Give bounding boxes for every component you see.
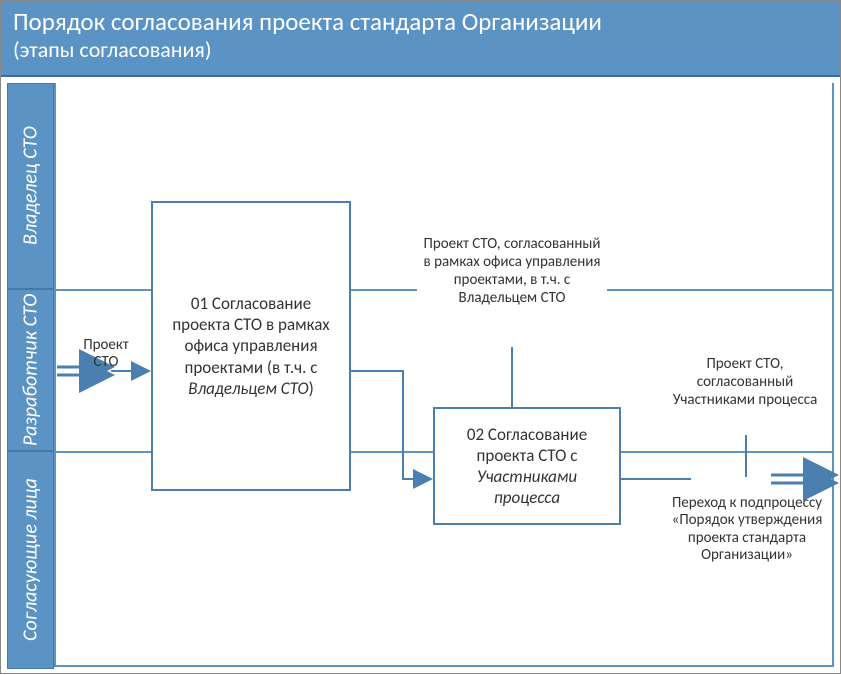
header-title: Порядок согласования проекта стандарта О…	[13, 7, 828, 37]
lane-label-text: Согласующие лица	[19, 479, 43, 642]
diagram-header: Порядок согласования проекта стандарта О…	[1, 1, 840, 77]
lane-label-owner: Владелец СТО	[7, 83, 54, 289]
lane-label-text: Разработчик СТО	[19, 294, 43, 446]
artifact-2-label: Проект СТО, согласованный Участниками пр…	[665, 351, 825, 413]
step-02-box: 02 Согласование проекта СТО с Участникам…	[433, 407, 621, 525]
output-label: Переход к подпроцессу «Порядок утвержден…	[669, 495, 825, 564]
step-02-text: 02 Согласование проекта СТО с Участникам…	[443, 424, 611, 509]
step-01-box: 01 Согласование проекта СТО в рамках офи…	[151, 201, 351, 491]
output-label-text: Переход к подпроцессу «Порядок утвержден…	[672, 494, 823, 564]
input-label-text: Проект СТО	[83, 336, 128, 371]
swimlane-diagram: Порядок согласования проекта стандарта О…	[0, 0, 841, 674]
artifact-1-label: Проект СТО, согласованный в рамках офиса…	[417, 231, 607, 311]
header-subtitle: (этапы согласования)	[13, 37, 828, 63]
input-label: Проект СТО	[71, 337, 141, 372]
lane-label-text: Владелец СТО	[19, 127, 43, 246]
lane-label-developer: Разработчик СТО	[7, 289, 54, 451]
artifact-1-connector	[511, 347, 513, 407]
lane-label-approvers: Согласующие лица	[7, 451, 54, 669]
step-01-text: 01 Согласование проекта СТО в рамках офи…	[161, 293, 341, 399]
artifact-2-connector	[745, 435, 747, 477]
